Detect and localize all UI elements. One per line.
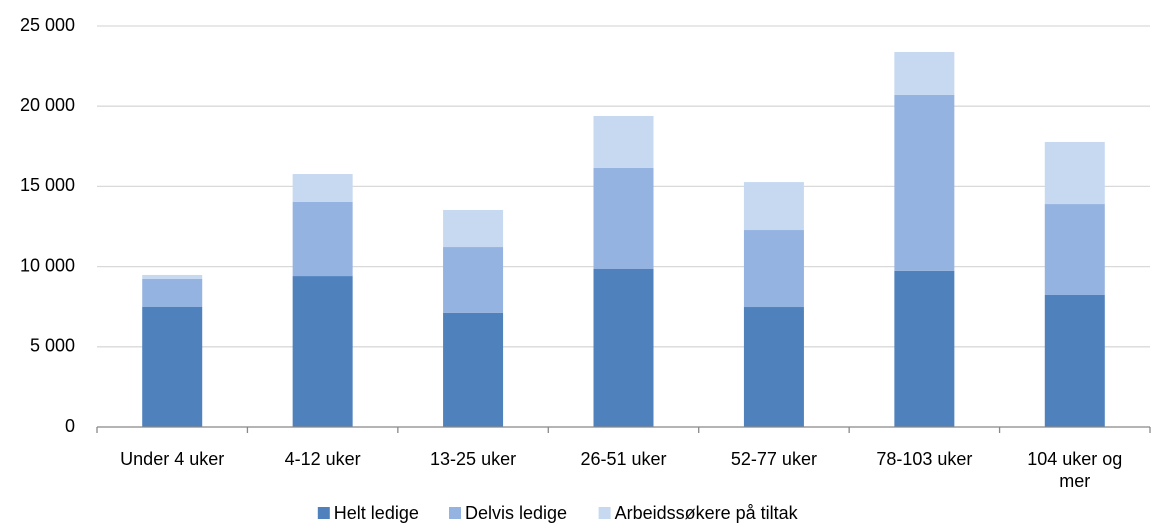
x-tick-label: 104 uker og mer: [1027, 449, 1122, 491]
bar-segment: [443, 209, 504, 248]
bar-segment: [443, 312, 504, 427]
legend-label: Delvis ledige: [465, 503, 567, 523]
legend-label: Arbeidssøkere på tiltak: [615, 503, 799, 523]
bar-segment: [142, 306, 203, 427]
bar-segment: [894, 94, 955, 271]
bar-segment: [743, 307, 804, 427]
x-tick-label: 26-51 uker: [580, 449, 666, 469]
x-tick-label: Under 4 uker: [120, 449, 224, 469]
bar-segment: [443, 247, 504, 313]
y-tick-label: 5 000: [30, 336, 75, 356]
bar-segment: [1044, 294, 1105, 427]
legend-swatch: [317, 507, 330, 519]
bar-segment: [1044, 141, 1105, 205]
legend-swatch: [449, 507, 461, 519]
bar-segment: [292, 276, 353, 427]
bar-segment: [743, 230, 804, 308]
y-tick-label: 10 000: [20, 255, 75, 275]
x-tick-label: 78-103 uker: [876, 449, 972, 469]
legend-swatch: [598, 507, 611, 519]
y-tick-label: 25 000: [20, 15, 75, 35]
x-tick-label: 52-77 uker: [731, 449, 817, 469]
bar-segment: [894, 270, 955, 427]
bar-segment: [1044, 204, 1105, 295]
bar-segment: [292, 201, 353, 277]
legend-label: Helt ledige: [334, 503, 419, 523]
bar-segment: [593, 167, 654, 270]
x-tick-label: 4-12 uker: [285, 449, 361, 469]
bar-segment: [894, 51, 955, 95]
bar-segment: [292, 174, 353, 202]
bar-segment: [142, 274, 203, 279]
bar-segment: [743, 182, 804, 231]
y-tick-label: 15 000: [20, 175, 75, 195]
bar-segment: [593, 269, 654, 427]
y-tick-label: 20 000: [20, 95, 75, 115]
x-tick-label: 13-25 uker: [430, 449, 516, 469]
bar-segment: [142, 278, 203, 307]
bar-segment: [593, 115, 654, 168]
y-tick-label: 0: [65, 416, 75, 436]
